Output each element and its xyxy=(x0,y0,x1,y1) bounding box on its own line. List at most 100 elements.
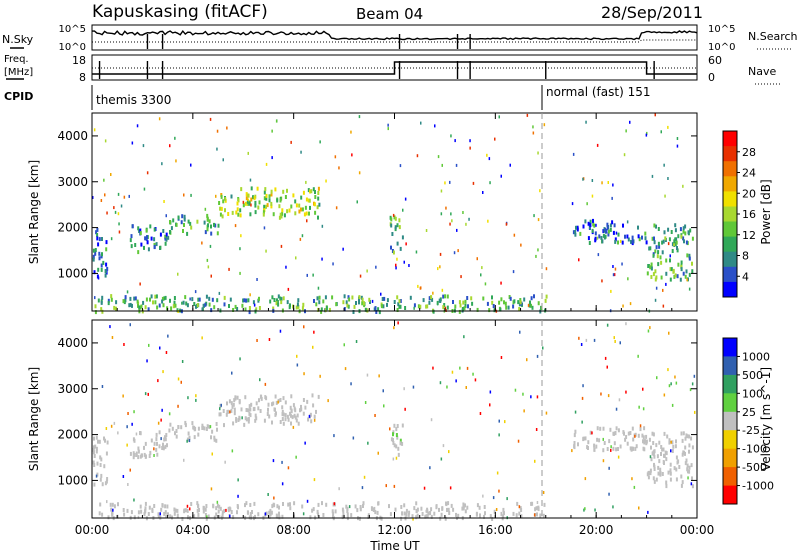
heatmap-cell xyxy=(346,509,349,514)
heatmap-cell xyxy=(239,208,242,213)
heatmap-cell xyxy=(271,129,273,133)
heatmap-cell xyxy=(196,303,199,308)
heatmap-cell xyxy=(667,242,670,246)
heatmap-cell xyxy=(639,424,642,428)
heatmap-cell xyxy=(182,229,184,233)
heatmap-cell xyxy=(313,478,316,482)
heatmap-cell xyxy=(392,457,395,461)
heatmap-cell xyxy=(235,210,238,215)
heatmap-cell xyxy=(464,509,467,514)
heatmap-cell xyxy=(253,196,256,201)
heatmap-cell xyxy=(657,471,660,476)
heatmap-cell xyxy=(297,304,300,309)
heatmap-cell xyxy=(571,202,574,206)
heatmap-cell xyxy=(302,411,305,416)
heatmap-cell xyxy=(594,231,597,236)
heatmap-cell xyxy=(219,506,222,511)
heatmap-cell xyxy=(649,468,652,473)
heatmap-cell xyxy=(216,500,219,504)
heatmap-cell xyxy=(327,399,329,403)
heatmap-cell xyxy=(651,174,654,178)
heatmap-cell xyxy=(466,366,469,370)
heatmap-cell xyxy=(655,286,658,290)
heatmap-cell xyxy=(137,515,140,519)
heatmap-cell xyxy=(674,444,677,449)
heatmap-cell xyxy=(420,121,422,125)
heatmap-cell xyxy=(595,444,598,449)
heatmap-cell xyxy=(605,229,607,234)
heatmap-cell xyxy=(506,497,508,501)
heatmap-cell xyxy=(423,486,426,490)
heatmap-cell xyxy=(613,441,616,446)
heatmap-cell xyxy=(177,377,180,381)
heatmap-cell xyxy=(638,405,640,409)
heatmap-cell xyxy=(249,503,252,507)
heatmap-cell xyxy=(146,235,148,240)
heatmap-cell xyxy=(642,387,644,391)
heatmap-cell xyxy=(107,515,110,520)
heatmap-cell xyxy=(129,323,131,327)
heatmap-cell xyxy=(427,511,430,516)
colorbar-swatch xyxy=(723,338,737,357)
heatmap-cell xyxy=(612,265,614,268)
heatmap-cell xyxy=(302,302,305,307)
heatmap-cell xyxy=(175,222,178,227)
heatmap-cell xyxy=(145,297,148,302)
heatmap-cell xyxy=(130,510,133,515)
heatmap-cell xyxy=(574,410,577,414)
heatmap-cell xyxy=(602,229,605,234)
heatmap-cell xyxy=(364,307,367,312)
heatmap-cell xyxy=(463,306,466,311)
heatmap-cell xyxy=(317,215,319,220)
heatmap-cell xyxy=(245,501,248,506)
heatmap-cell xyxy=(352,436,355,440)
heatmap-cell xyxy=(113,305,116,310)
heatmap-cell xyxy=(602,437,604,441)
heatmap-cell xyxy=(362,301,365,306)
heatmap-cell xyxy=(258,398,260,403)
heatmap-cell xyxy=(670,230,673,234)
heatmap-cell xyxy=(539,513,542,518)
heatmap-cell xyxy=(689,388,692,392)
heatmap-cell xyxy=(654,269,657,274)
heatmap-cell xyxy=(420,506,423,511)
heatmap-cell xyxy=(425,509,427,513)
heatmap-cell xyxy=(680,234,683,239)
heatmap-cell xyxy=(98,439,101,444)
heatmap-cell xyxy=(93,454,96,458)
heatmap-cell xyxy=(634,432,637,437)
heatmap-cell xyxy=(446,305,449,310)
heatmap-cell xyxy=(348,297,351,302)
heatmap-cell xyxy=(290,409,293,414)
heatmap-cell xyxy=(631,426,634,431)
heatmap-cell xyxy=(617,455,620,459)
colorbar-tick-label: 25 xyxy=(742,406,756,419)
heatmap-cell xyxy=(456,228,458,232)
colorbar-swatch xyxy=(723,266,737,283)
heatmap-cell xyxy=(315,409,317,414)
heatmap-cell xyxy=(631,477,633,481)
heatmap-cell xyxy=(530,303,532,308)
heatmap-cell xyxy=(312,273,314,277)
heatmap-cell xyxy=(216,147,218,151)
heatmap-cell xyxy=(476,307,479,312)
heatmap-cell xyxy=(169,230,171,234)
cpid-mode-1: themis 3300 xyxy=(96,93,171,107)
heatmap-cell xyxy=(425,514,428,519)
heatmap-cell xyxy=(204,513,207,517)
heatmap-cell xyxy=(202,425,204,430)
heatmap-cell xyxy=(452,300,454,304)
heatmap-cell xyxy=(600,392,602,396)
heatmap-cell xyxy=(662,288,664,292)
heatmap-cell xyxy=(158,430,161,435)
heatmap-cell xyxy=(175,434,178,439)
heatmap-cell xyxy=(393,300,396,304)
heatmap-cell xyxy=(489,403,491,407)
heatmap-cell xyxy=(663,230,666,235)
heatmap-cell xyxy=(352,310,355,314)
heatmap-cell xyxy=(225,412,228,417)
heatmap-cell xyxy=(625,322,627,326)
heatmap-cell xyxy=(298,209,301,214)
heatmap-cell xyxy=(241,303,244,308)
heatmap-cell xyxy=(653,467,656,471)
